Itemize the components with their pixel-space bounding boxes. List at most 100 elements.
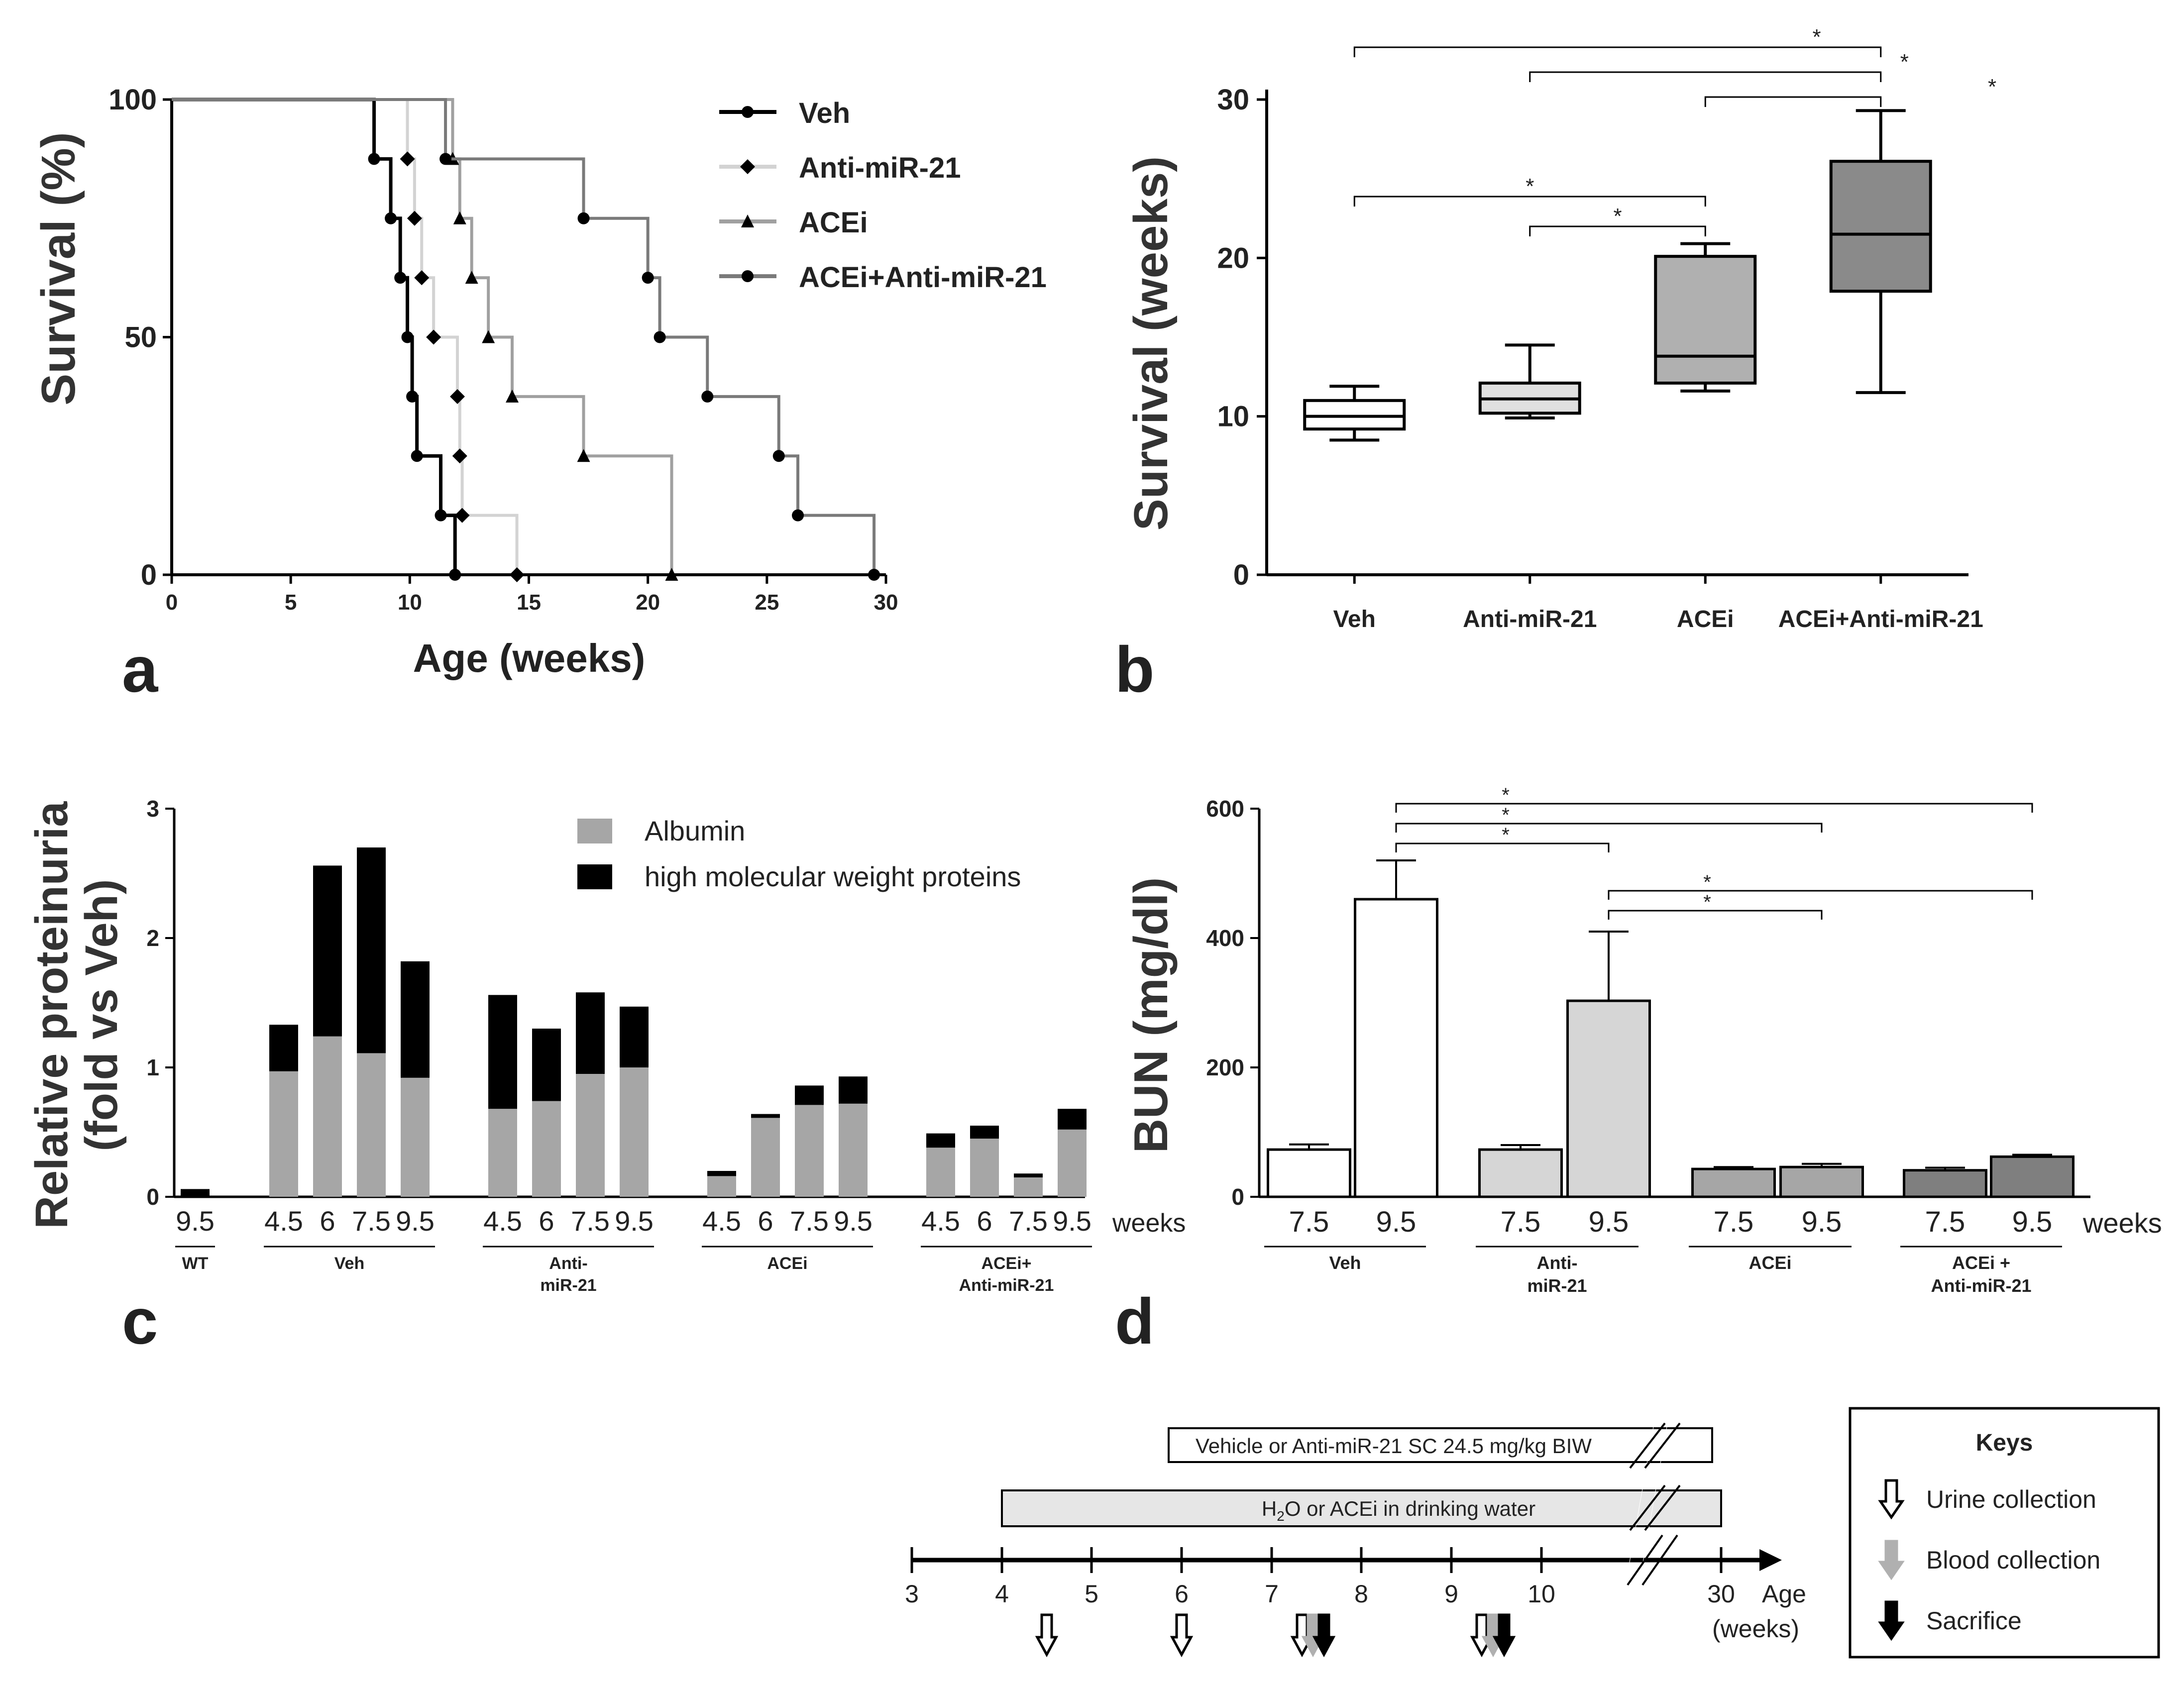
a-point [426,329,441,345]
b-sig-star: * [1526,174,1534,199]
c-bar-albumin [970,1139,999,1197]
c-bar-label: 9.5 [834,1205,873,1237]
a-point [401,331,414,343]
panel-b-ylabel: Survival (weeks) [1124,156,1178,530]
c-bar-label: 9.5 [396,1205,435,1237]
d-bar [1354,898,1438,1198]
c-bar-label: 9.5 [1053,1205,1092,1237]
sacrifice-arrow [1492,1613,1516,1658]
d-bar [1990,1155,2075,1198]
b-y-tick-label: 0 [1233,559,1249,591]
a-point [509,567,525,582]
b-category-label: ACEi+Anti-miR-21 [1778,606,1983,632]
a-y-tick-label: 0 [141,559,157,591]
d-bar [1566,999,1651,1198]
c-bar-label: 7.5 [1009,1205,1048,1237]
timeline-tick-label: 7 [1265,1580,1279,1608]
d-group-label-line: Anti-miR-21 [1931,1275,2031,1296]
urine-arrow [1170,1613,1194,1658]
a-point [453,211,466,224]
d-bar [1267,1148,1351,1198]
d-bar-label: 9.5 [1376,1206,1417,1238]
treatment-bar-anti-mir-label: Vehicle or Anti-miR-21 SC 24.5 mg/kg BIW [1196,1434,1592,1458]
d-sig-star: * [1703,891,1711,913]
c-legend-label: Albumin [645,815,745,846]
timeline-bar-break [1644,1422,1681,1469]
d-sig-bracket [1608,910,1823,920]
a-point [449,569,461,581]
d-bar-label: 9.5 [1802,1206,1842,1238]
c-bar-hmw [576,992,605,1074]
c-bar-albumin [269,1071,298,1197]
b-category-label: Veh [1333,606,1376,632]
a-x-tick-label: 0 [166,590,178,615]
c-group-label-line: Veh [334,1254,364,1273]
c-bar-albumin [357,1053,386,1197]
c-group-label-line: Anti-miR-21 [959,1276,1054,1295]
treatment-bar-acei-label: H2O or ACEi in drinking water [1262,1497,1535,1524]
c-bar-hmw [620,1006,649,1067]
c-bar-albumin [751,1118,780,1197]
panel-a-survival-curve: Survival (%) Age (weeks) 0 5 10 15 20 25 30 0 50… [32,84,1047,680]
timeline-bar-break [1629,1422,1666,1469]
a-x-tick-label: 30 [874,590,898,615]
d-group-label: ACEi [1748,1253,1791,1273]
c-group-label: ACEi+ Anti-miR-21 [959,1254,1054,1295]
c-group-label: Anti-miR-21 [540,1254,596,1295]
d-bar-label: 7.5 [1501,1206,1541,1238]
c-bar-hmw [357,847,386,1053]
panel-c-proteinuria: Relative proteinuria (fold vs Veh) 0123 … [26,796,1186,1295]
timeline-tick-label: 10 [1528,1580,1555,1608]
c-bar-hmw [181,1189,210,1197]
a-point [411,450,423,462]
c-bar-hmw [532,1029,561,1101]
c-bar-albumin [926,1148,955,1197]
c-bar-label: 6 [539,1205,554,1237]
d-group-label-line: ACEi + [1952,1253,2010,1273]
timeline-axis-label-weeks: (weeks) [1712,1615,1799,1643]
c-group-label: WT [182,1254,209,1273]
a-point [400,151,415,167]
d-group-label: Anti-miR-21 [1527,1253,1587,1296]
h2o-h: H [1262,1497,1277,1520]
h2o-rest: O or ACEi in drinking water [1285,1497,1535,1520]
c-bar-hmw [488,995,517,1109]
a-legend-label: Anti-miR-21 [799,152,961,184]
c-bar-label: 9.5 [176,1205,215,1237]
a-point [772,450,785,462]
d-sig-bracket [1395,842,1610,852]
h2o-subscript: 2 [1277,1508,1285,1524]
timeline-tick-label: 6 [1175,1580,1189,1608]
a-legend-label: ACEi [799,207,868,239]
timeline-axis-arrow [1759,1549,1782,1571]
a-point [465,271,478,284]
d-y-tick-label: 200 [1206,1054,1244,1080]
key-label-2: Sacrifice [1926,1607,2022,1635]
a-curve-3 [172,98,876,575]
c-bar-label: 4.5 [264,1205,303,1237]
d-group-label-line: Veh [1329,1253,1361,1273]
timeline-tick-label: 3 [905,1580,919,1608]
a-legend-label: Veh [799,97,850,129]
a-legend-marker [740,159,755,174]
a-point [506,389,519,403]
b-sig-star: * [1812,25,1821,49]
c-bar-label: 6 [977,1205,992,1237]
timeline-bar-break [1644,1484,1681,1531]
b-box [1654,255,1757,385]
d-bar-label: 7.5 [1714,1206,1754,1238]
d-y-tick-label: 400 [1206,925,1244,951]
d-sig-bracket [1608,890,2033,900]
key-label-0: Urine collection [1926,1485,2096,1513]
a-point [577,212,590,224]
a-curve-2 [172,98,673,575]
d-bar [1779,1165,1864,1198]
c-group-label-line: ACEi+ [981,1254,1031,1273]
c-group-label: Veh [334,1254,364,1273]
a-point [654,331,666,343]
timeline-tick-label: 5 [1085,1580,1098,1608]
d-group-label: ACEi + Anti-miR-21 [1931,1253,2031,1296]
c-bar-label: 4.5 [702,1205,741,1237]
a-legend-label: ACEi+Anti-miR-21 [799,261,1047,294]
b-sig-star: * [1900,50,1909,74]
